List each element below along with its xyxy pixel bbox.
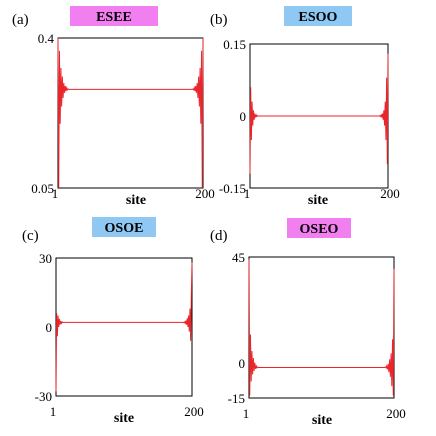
x-tick-label: 200: [386, 406, 406, 421]
panel-label: (b): [210, 12, 228, 28]
y-tick-label: 0: [46, 320, 53, 335]
panel-4: [248, 218, 395, 399]
series-line: [57, 37, 204, 189]
series-line: [248, 259, 395, 396]
badge-label: ESOO: [299, 10, 338, 25]
panel-label: (a): [12, 12, 29, 28]
y-tick-label: 0.05: [31, 181, 54, 196]
x-axis-label: site: [126, 193, 146, 208]
y-tick-label: -0.15: [219, 181, 246, 196]
axes-frame: [248, 256, 395, 399]
y-tick-label: 0: [240, 109, 247, 124]
x-tick-label: 1: [50, 404, 57, 419]
panel-1: [57, 6, 204, 189]
badge-label: OSOE: [105, 221, 144, 236]
y-tick-label: 0.4: [38, 31, 55, 46]
axes-frame: [57, 37, 204, 189]
y-tick-label: 45: [232, 250, 245, 265]
badge-label: ESEE: [96, 10, 132, 25]
badge-background: [287, 218, 351, 238]
x-tick-label: 200: [380, 186, 400, 201]
badge-background: [92, 217, 156, 237]
axes-frame: [55, 257, 193, 397]
x-tick-label: 1: [52, 186, 59, 201]
x-axis-label: site: [308, 193, 328, 208]
badge-label: OSEO: [300, 222, 339, 237]
panel-label: (c): [22, 228, 39, 244]
panel-2: [249, 6, 389, 189]
series-line: [249, 53, 389, 174]
y-tick-label: -15: [228, 391, 245, 406]
x-axis-label: site: [114, 411, 134, 426]
badge-background: [70, 6, 158, 26]
panel-label: (d): [210, 228, 228, 244]
x-tick-label: 200: [184, 404, 204, 419]
y-tick-label: 30: [39, 251, 52, 266]
x-axis-label: site: [312, 413, 332, 428]
y-tick-label: 0: [239, 356, 246, 371]
series-line: [55, 262, 193, 392]
x-tick-label: 1: [243, 406, 250, 421]
x-tick-label: 1: [244, 186, 251, 201]
y-tick-label: -30: [35, 389, 52, 404]
panel-3: [55, 217, 193, 397]
badge-background: [284, 6, 352, 26]
y-tick-label: 0.15: [223, 37, 246, 52]
x-tick-label: 200: [195, 186, 215, 201]
